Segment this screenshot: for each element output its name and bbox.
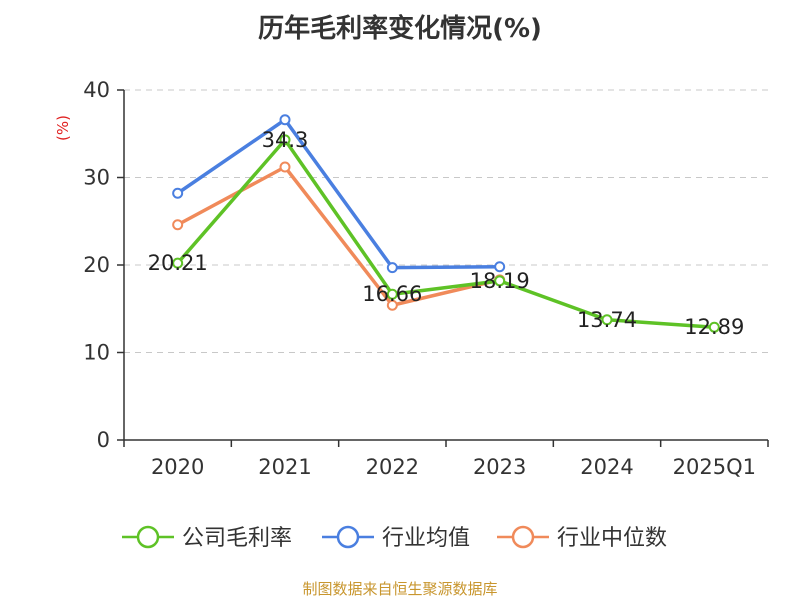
series-line-0	[176, 138, 715, 329]
source-footer: 制图数据来自恒生聚源数据库	[302, 580, 498, 598]
data-label-5: 12.89	[684, 315, 744, 339]
series-1-point-0	[172, 187, 184, 199]
series-1-point-1	[279, 114, 291, 126]
series-0-point-5	[708, 321, 720, 333]
series-0-point-2	[386, 288, 398, 300]
x-tick-label-4: 2024	[580, 455, 633, 479]
legend-marker-1	[336, 525, 360, 549]
data-label-0: 20.21	[148, 251, 208, 275]
series-0-point-3	[494, 275, 506, 287]
grid-lines	[124, 89, 768, 353]
series-0-point-0	[172, 257, 184, 269]
y-axis-unit: (%)	[54, 115, 72, 141]
series-0-point-4	[601, 314, 613, 326]
y-tick-label-3: 30	[83, 166, 110, 190]
x-tick-label-0: 2020	[151, 455, 204, 479]
x-tick-label-5: 2025Q1	[673, 455, 756, 479]
data-label-3: 18.19	[470, 269, 530, 293]
y-tick-label-1: 10	[83, 341, 110, 365]
data-labels: 20.21 34.3 16.66 18.19 13.74 12.89	[148, 128, 745, 339]
series-line-1	[176, 118, 500, 270]
series-0-point-1	[279, 134, 291, 146]
data-label-1: 34.3	[262, 128, 309, 152]
legend-marker-0	[136, 525, 160, 549]
data-label-4: 13.74	[577, 308, 637, 332]
x-tick-label-3: 2023	[473, 455, 526, 479]
series-line-2	[176, 165, 501, 307]
series-1-point-3	[494, 261, 506, 273]
legend-label-1[interactable]: 行业均值	[382, 526, 470, 551]
legend-label-2[interactable]: 行业中位数	[557, 526, 667, 551]
legend-label-0[interactable]: 公司毛利率	[182, 526, 292, 551]
series-2-point-0	[172, 219, 184, 231]
x-tick-label-1: 2021	[258, 455, 311, 479]
y-tick-label-0: 0	[97, 428, 110, 452]
y-tick-label-2: 20	[83, 253, 110, 277]
axes: 0 10 20 30 40 2020 2021 2022 2023 2024 2025Q1	[83, 78, 769, 479]
x-tick-label-2: 2022	[366, 455, 419, 479]
chart-title: 历年毛利率变化情况(%)	[258, 14, 542, 44]
series-1-point-2	[386, 262, 398, 274]
y-tick-label-4: 40	[83, 78, 110, 102]
legend-marker-2	[511, 525, 535, 549]
legend: 公司毛利率 行业均值 行业中位数	[122, 525, 667, 551]
data-label-2: 16.66	[362, 282, 422, 306]
series-2-point-2	[386, 299, 398, 311]
series-2-point-1	[279, 161, 291, 173]
series-lines	[172, 114, 720, 333]
